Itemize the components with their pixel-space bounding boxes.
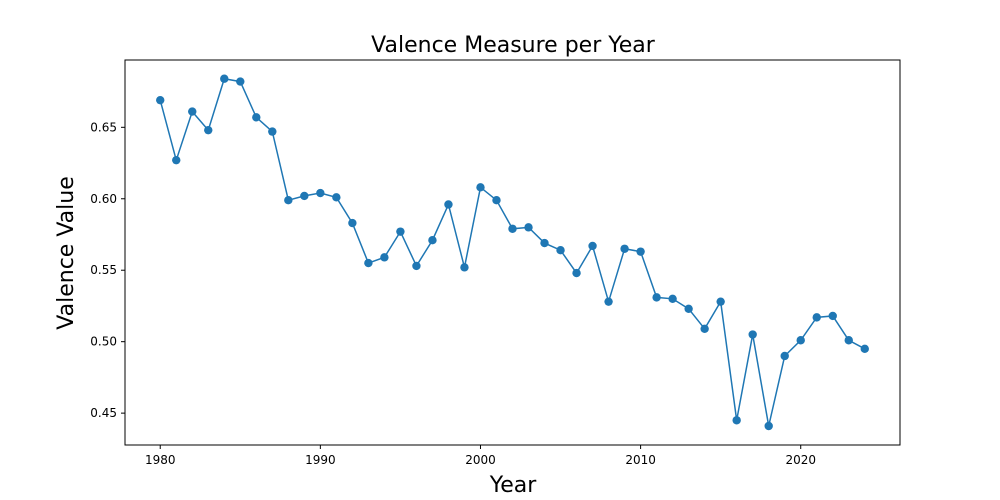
x-tick-label: 2000 (465, 453, 496, 467)
x-axis: 1980 1990 2000 2010 2020 (145, 445, 816, 467)
data-point (348, 218, 357, 228)
data-point (188, 107, 197, 116)
data-point (444, 200, 453, 209)
data-point (732, 416, 741, 425)
data-point (428, 236, 437, 245)
data-point (860, 344, 869, 354)
data-point (524, 223, 533, 232)
data-point (604, 297, 613, 306)
data-point (796, 336, 805, 345)
series-line (159, 77, 866, 427)
data-point (668, 294, 677, 303)
data-point (380, 253, 389, 262)
x-axis-label: Year (489, 473, 538, 498)
data-point (652, 293, 661, 302)
data-point (828, 311, 837, 321)
data-points (156, 74, 869, 431)
plot-area (124, 59, 901, 446)
data-point (748, 330, 757, 339)
chart-title: Valence Measure per Year (371, 33, 656, 58)
data-point (700, 324, 709, 334)
data-point (284, 195, 293, 205)
data-point (172, 155, 181, 165)
data-point (412, 261, 421, 271)
data-point (492, 195, 501, 205)
data-point (508, 224, 517, 233)
data-point (812, 313, 821, 322)
data-point (460, 263, 469, 272)
data-point (236, 77, 245, 86)
data-point (716, 297, 725, 306)
x-tick-label: 2010 (625, 453, 656, 467)
x-tick-label: 1980 (145, 453, 176, 467)
data-point (780, 351, 789, 361)
data-point (220, 74, 229, 83)
data-point (764, 421, 773, 431)
data-point (540, 238, 549, 248)
data-point (684, 304, 693, 314)
y-tick-label: 0.50 (90, 335, 117, 349)
data-point (844, 336, 853, 345)
data-point (156, 95, 165, 105)
y-tick-label: 0.45 (90, 406, 117, 420)
data-point (476, 183, 485, 192)
y-axis: 0.45 0.50 0.55 0.60 0.65 (90, 120, 125, 420)
data-point (572, 268, 581, 278)
plot-frame (124, 59, 901, 446)
data-point (556, 246, 565, 255)
x-tick-label: 2020 (785, 453, 816, 467)
data-point (396, 227, 405, 236)
data-point (636, 247, 645, 256)
data-point (300, 191, 309, 201)
y-tick-label: 0.60 (90, 192, 117, 206)
y-tick-label: 0.65 (90, 120, 117, 134)
data-point (316, 188, 325, 198)
data-point (588, 241, 597, 251)
x-tick-label: 1990 (305, 453, 336, 467)
data-point (252, 113, 261, 122)
data-point (620, 244, 629, 253)
data-point (268, 127, 277, 136)
data-point (332, 193, 341, 202)
y-tick-label: 0.55 (90, 263, 117, 277)
data-point (364, 258, 373, 268)
y-axis-label: Valence Value (54, 176, 79, 329)
data-point (204, 125, 213, 135)
